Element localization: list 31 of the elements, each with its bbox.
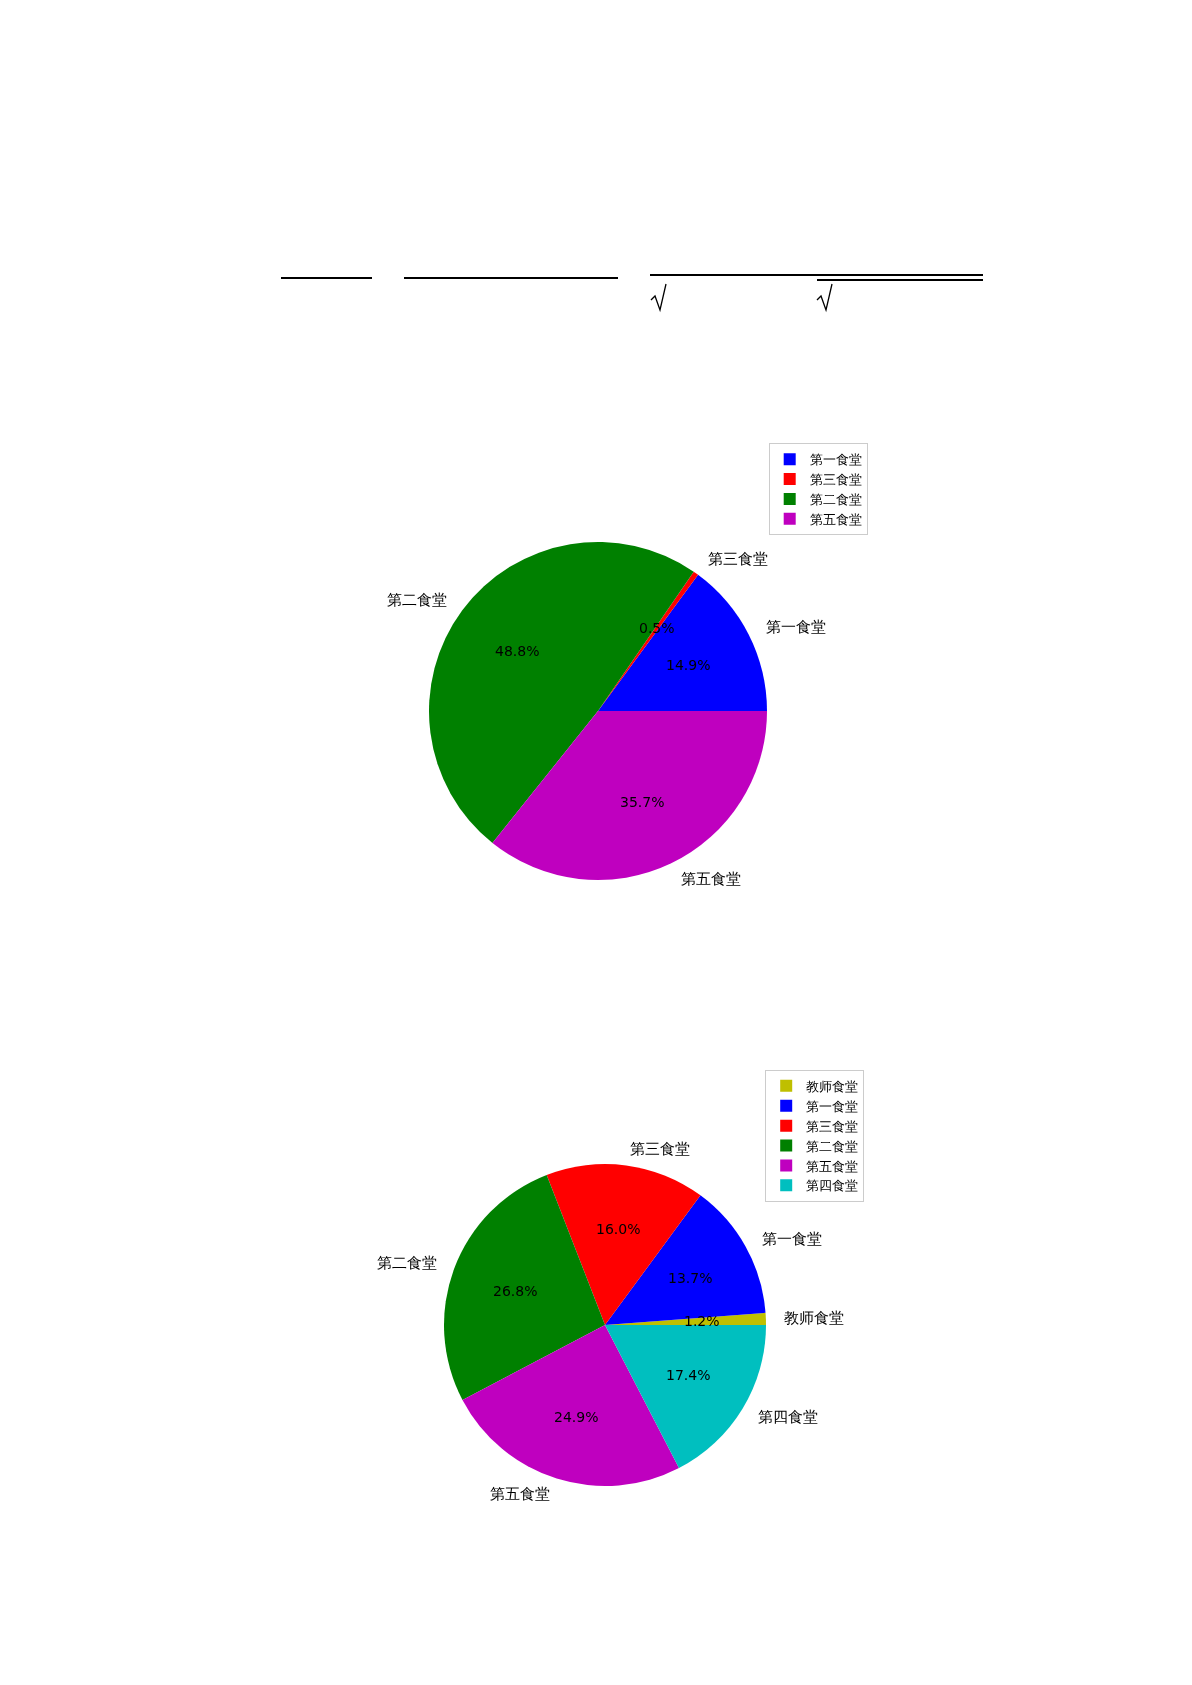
legend-label: 第三食堂 <box>809 472 862 488</box>
data-label: 1.2% <box>684 1313 720 1329</box>
slice-label: 第一食堂 <box>762 1230 822 1248</box>
data-label: 35.7% <box>620 794 665 810</box>
data-label: 26.8% <box>493 1283 538 1299</box>
legend-label: 第四食堂 <box>806 1178 859 1194</box>
legend-label: 第一食堂 <box>809 452 862 468</box>
data-label: 17.4% <box>666 1367 711 1383</box>
slice-label: 教师食堂 <box>784 1309 844 1327</box>
slice-label: 第四食堂 <box>758 1408 818 1426</box>
legend-label: 教师食堂 <box>806 1078 859 1094</box>
data-label: 48.8% <box>495 643 540 659</box>
data-label: 13.7% <box>668 1270 713 1286</box>
legend-label: 第五食堂 <box>806 1158 859 1174</box>
legend-label: 第五食堂 <box>809 511 862 527</box>
slice-label: 第一食堂 <box>766 618 826 636</box>
slice-label: 第五食堂 <box>490 1485 550 1503</box>
slice-label: 第二食堂 <box>377 1254 437 1272</box>
data-label: 16.0% <box>596 1221 641 1237</box>
pie-slice <box>598 574 767 711</box>
slice-label: 第五食堂 <box>681 870 741 888</box>
slice-label: 第三食堂 <box>630 1140 690 1158</box>
data-label: 14.9% <box>666 657 711 673</box>
data-label: 24.9% <box>554 1409 599 1425</box>
slice-label: 第三食堂 <box>708 550 768 568</box>
legend-label: 第二食堂 <box>809 492 862 508</box>
data-label: 0.5% <box>639 620 675 636</box>
legend-label: 第三食堂 <box>806 1118 859 1134</box>
slice-label: 第二食堂 <box>387 591 447 609</box>
legend-label: 第二食堂 <box>806 1138 859 1154</box>
legend-label: 第一食堂 <box>806 1098 859 1114</box>
